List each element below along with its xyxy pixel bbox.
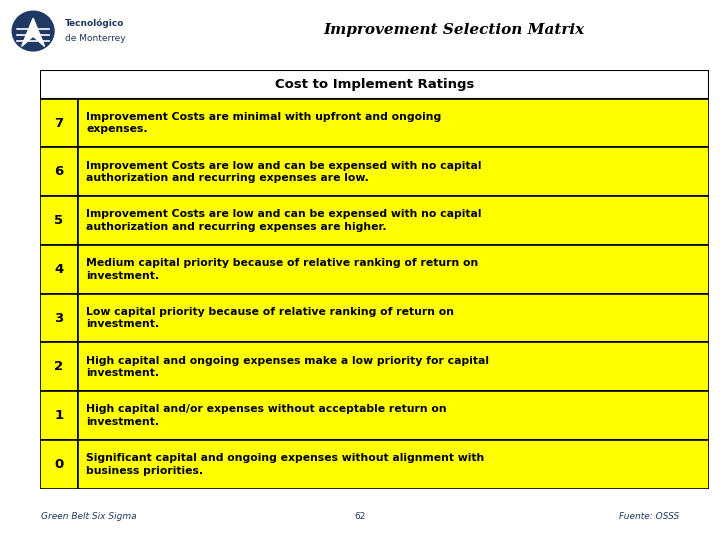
FancyBboxPatch shape [40,245,78,294]
FancyBboxPatch shape [40,70,709,489]
FancyBboxPatch shape [40,70,709,99]
Text: Improvement Costs are low and can be expensed with no capital
authorization and : Improvement Costs are low and can be exp… [86,160,482,183]
FancyBboxPatch shape [40,147,78,196]
Text: Fuente: OSSS: Fuente: OSSS [618,512,679,521]
FancyBboxPatch shape [78,196,709,245]
Text: de Monterrey: de Monterrey [65,34,125,43]
Text: Green Belt Six Sigma: Green Belt Six Sigma [41,512,137,521]
FancyBboxPatch shape [78,342,709,391]
Text: Significant capital and ongoing expenses without alignment with
business priorit: Significant capital and ongoing expenses… [86,453,485,476]
Text: Improvement Selection Matrix: Improvement Selection Matrix [323,23,584,37]
Text: 0: 0 [55,458,63,471]
FancyBboxPatch shape [40,440,78,489]
Text: 6: 6 [55,165,63,178]
Text: 7: 7 [55,117,63,130]
Text: Medium capital priority because of relative ranking of return on
investment.: Medium capital priority because of relat… [86,258,479,280]
Text: Improvement Costs are low and can be expensed with no capital
authorization and : Improvement Costs are low and can be exp… [86,210,482,232]
Text: 5: 5 [55,214,63,227]
FancyBboxPatch shape [40,294,78,342]
Text: 2: 2 [55,360,63,373]
FancyBboxPatch shape [78,391,709,440]
Text: High capital and ongoing expenses make a low priority for capital
investment.: High capital and ongoing expenses make a… [86,356,490,378]
FancyBboxPatch shape [78,147,709,196]
FancyBboxPatch shape [78,245,709,294]
Ellipse shape [12,10,55,51]
Text: 1: 1 [55,409,63,422]
Text: Tecnológico: Tecnológico [65,18,124,28]
Text: 4: 4 [55,263,63,276]
FancyBboxPatch shape [78,294,709,342]
Text: High capital and/or expenses without acceptable return on
investment.: High capital and/or expenses without acc… [86,404,447,427]
Text: Improvement Costs are minimal with upfront and ongoing
expenses.: Improvement Costs are minimal with upfro… [86,112,442,134]
Text: Cost to Implement Ratings: Cost to Implement Ratings [275,78,474,91]
FancyBboxPatch shape [78,99,709,147]
FancyBboxPatch shape [78,440,709,489]
FancyBboxPatch shape [40,391,78,440]
FancyBboxPatch shape [40,99,78,147]
Polygon shape [22,18,45,46]
Text: Low capital priority because of relative ranking of return on
investment.: Low capital priority because of relative… [86,307,454,329]
FancyBboxPatch shape [40,342,78,391]
Text: 62: 62 [354,512,366,521]
Text: 3: 3 [55,312,63,325]
FancyBboxPatch shape [40,196,78,245]
